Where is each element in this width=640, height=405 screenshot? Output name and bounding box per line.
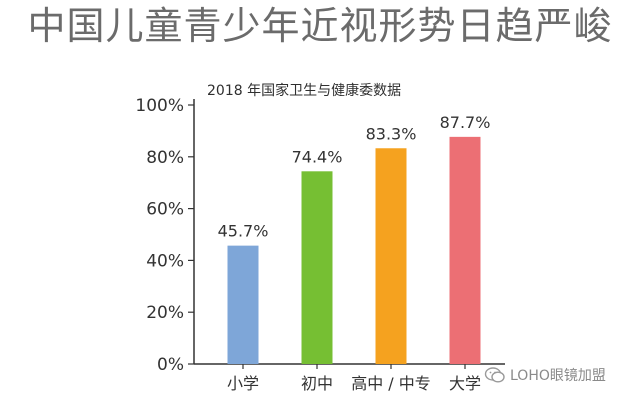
- bar: [449, 136, 481, 364]
- y-tick-label: 60%: [146, 200, 184, 220]
- bar: [375, 148, 407, 364]
- y-tick-label: 100%: [135, 96, 184, 116]
- bar: [227, 245, 259, 364]
- y-tick-label: 40%: [146, 251, 184, 271]
- x-tick-label: 小学: [227, 374, 259, 393]
- watermark: LOHO眼镜加盟: [484, 365, 606, 385]
- watermark-text: LOHO眼镜加盟: [510, 368, 606, 384]
- bar-value-label: 74.4%: [292, 147, 343, 166]
- x-tick-label: 初中: [301, 374, 333, 393]
- bar-value-label: 83.3%: [366, 124, 417, 143]
- x-tick-label: 大学: [449, 374, 481, 393]
- page-title: 中国儿童青少年近视形势日趋严峻: [27, 4, 613, 48]
- bar: [301, 171, 333, 364]
- y-tick-label: 20%: [146, 303, 184, 323]
- y-tick-label: 80%: [146, 148, 184, 168]
- y-tick-label: 0%: [157, 355, 184, 375]
- bar-value-label: 45.7%: [218, 222, 269, 241]
- wechat-icon: [484, 366, 506, 384]
- x-tick-label: 高中 / 中专: [351, 374, 431, 393]
- chart-source-note: 2018 年国家卫生与健康委数据: [207, 83, 402, 99]
- bar-value-label: 87.7%: [440, 113, 491, 132]
